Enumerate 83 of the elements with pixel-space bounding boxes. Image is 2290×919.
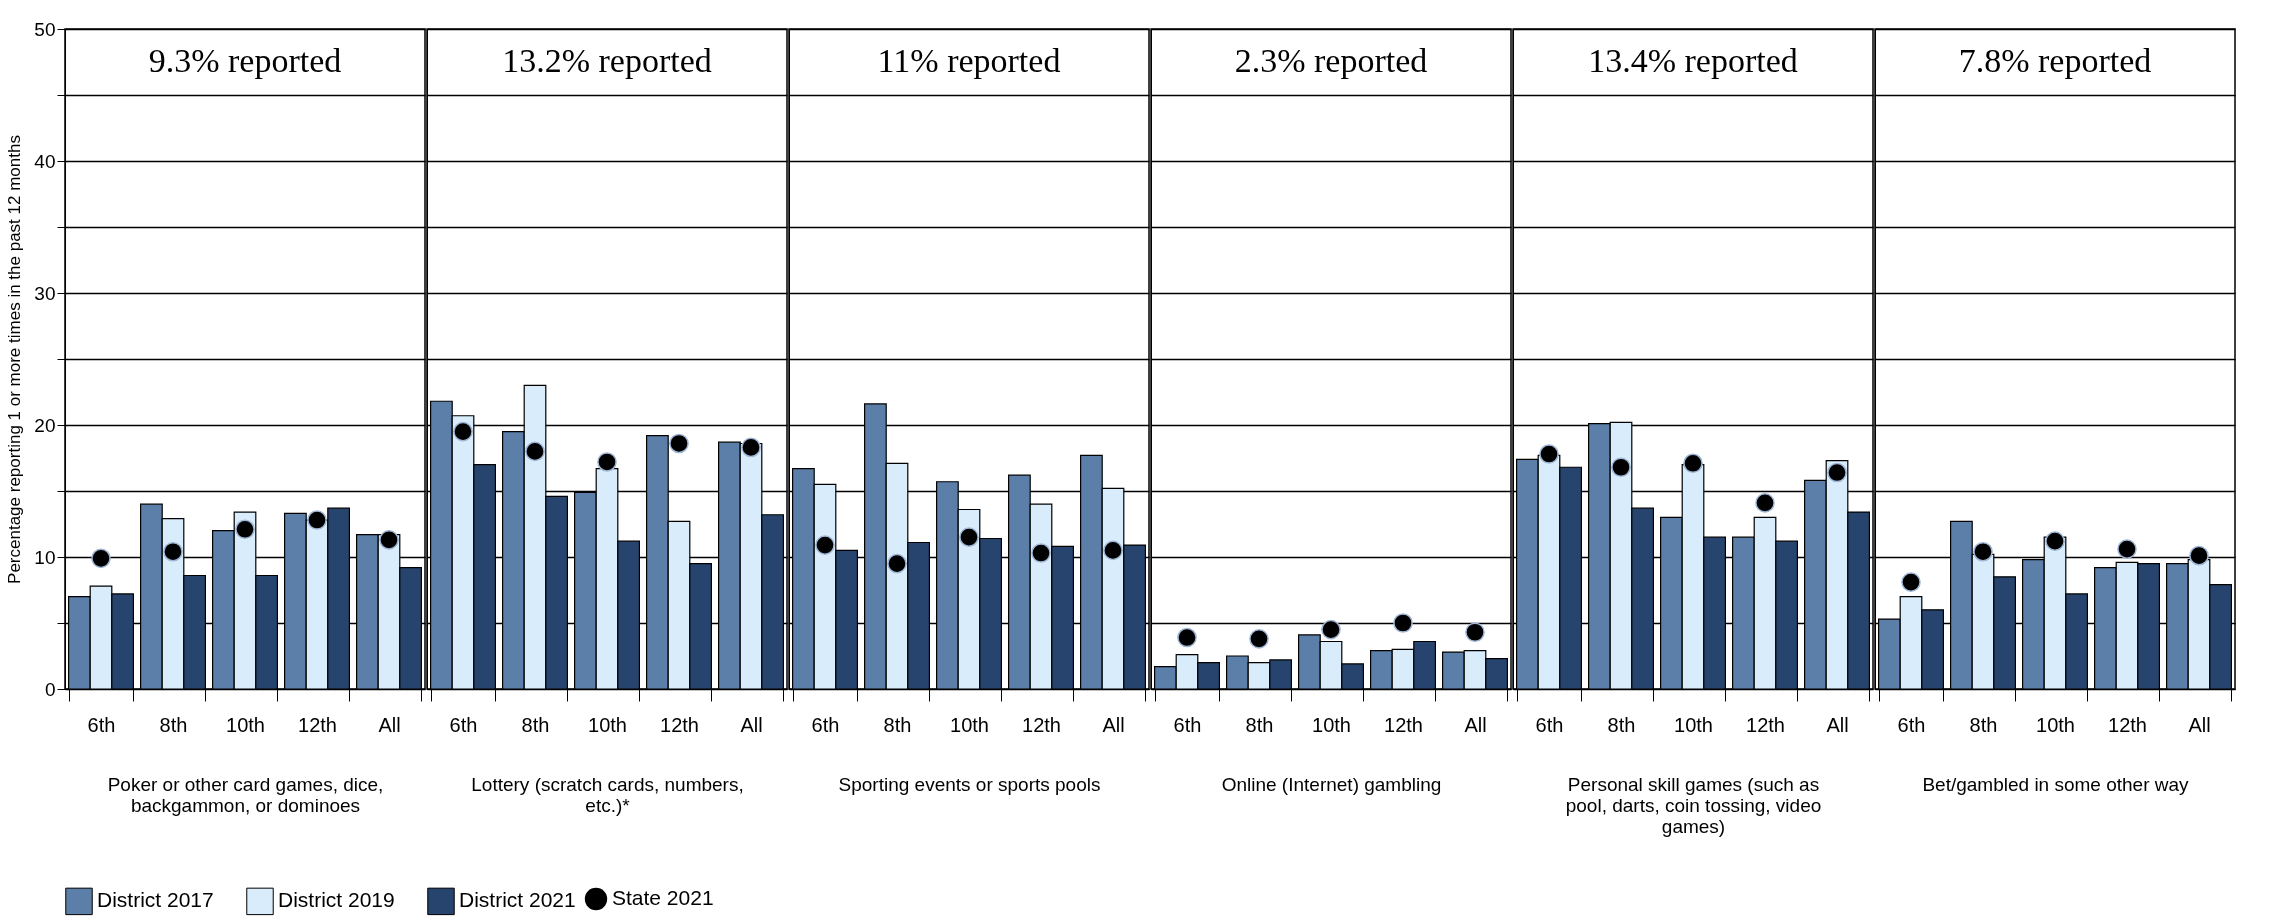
x-tick-label: 12th [298, 713, 337, 736]
point [235, 519, 255, 540]
legend-label: District 2017 [97, 888, 214, 912]
point [1031, 543, 1051, 563]
x-tick-label: 8th [521, 713, 550, 736]
x-tick-label: 12th [1746, 713, 1785, 736]
point [453, 421, 473, 442]
x-tick-label: 10th [1674, 713, 1713, 736]
y-tick-label: 50 [34, 18, 56, 40]
point [959, 527, 979, 548]
point [597, 452, 617, 472]
x-tick-label: 8th [1969, 713, 1998, 736]
point [2045, 531, 2065, 551]
point [1321, 619, 1341, 640]
x-tick-label: 6th [87, 713, 116, 736]
x-tick-label: 10th [2036, 713, 2075, 736]
point [379, 530, 399, 550]
x-axis-title: Personal skill games (such as pool, darts, coin tossing, video games) [1565, 773, 1822, 837]
point [525, 441, 545, 462]
point [1465, 622, 1485, 643]
legend-label: District 2019 [278, 888, 395, 912]
x-tick-label: 6th [1897, 713, 1926, 736]
point [1177, 627, 1197, 648]
x-tick-label: 6th [1173, 713, 1202, 736]
point [1683, 453, 1703, 474]
x-tick-label: 12th [660, 713, 699, 736]
chart-title: 11% reported [877, 42, 1061, 79]
chart-title: 13.2% reported [502, 42, 712, 79]
x-tick-label: All [740, 713, 763, 736]
x-axis-title: Bet/gambled in some other way [1922, 773, 2190, 795]
x-tick-label: 6th [1535, 713, 1564, 736]
chart-title: 13.4% reported [1588, 42, 1798, 79]
point [1103, 540, 1123, 561]
point [1611, 457, 1631, 478]
x-axis-title: Sporting events or sports pools [838, 773, 1101, 795]
x-tick-label: 10th [950, 713, 989, 736]
x-tick-label: 8th [159, 713, 188, 736]
point [1393, 613, 1413, 633]
point [2189, 545, 2209, 566]
x-axis-title: Lottery (scratch cards, numbers, etc.)* [471, 773, 744, 816]
x-tick-label: All [1826, 713, 1849, 736]
point [1901, 572, 1921, 592]
chart-title: 7.8% reported [1958, 42, 2152, 79]
x-tick-label: 12th [1384, 713, 1423, 736]
point [1539, 444, 1559, 464]
y-axis-title: Percentage reporting 1 or more times in the past 12 months [5, 135, 25, 584]
point [815, 535, 835, 555]
x-tick-label: All [2188, 713, 2211, 736]
x-tick-label: 6th [449, 713, 478, 736]
y-tick-label: 10 [34, 546, 56, 568]
y-tick-label: 20 [34, 414, 56, 436]
x-tick-label: 8th [1245, 713, 1274, 736]
point [741, 437, 761, 458]
x-tick-label: 8th [883, 713, 912, 736]
point [91, 548, 111, 569]
point [669, 433, 689, 454]
x-tick-label: 12th [1022, 713, 1061, 736]
x-tick-label: 12th [2108, 713, 2147, 736]
x-tick-label: 10th [226, 713, 265, 736]
y-tick-label: 30 [34, 282, 56, 304]
x-tick-label: 10th [1312, 713, 1351, 736]
x-tick-label: 6th [811, 713, 840, 736]
chart-title: 2.3% reported [1234, 42, 1428, 79]
legend-label: District 2021 [459, 888, 576, 912]
point [307, 510, 327, 530]
x-tick-label: All [1464, 713, 1487, 736]
point [1249, 629, 1269, 649]
point [1973, 541, 1993, 562]
point [2117, 539, 2137, 559]
x-tick-label: All [378, 713, 401, 736]
y-tick-label: 0 [44, 678, 56, 700]
point [163, 541, 183, 562]
x-axis-title: Poker or other card games, dice, backgammon, or dominoes [107, 773, 384, 816]
chart-title: 9.3% reported [148, 42, 342, 79]
point [1755, 493, 1775, 513]
x-axis-title: Online (Internet) gambling [1221, 773, 1442, 795]
legend-label: State 2021 [612, 886, 714, 909]
x-tick-label: All [1102, 713, 1125, 736]
point [887, 553, 907, 574]
x-tick-label: 8th [1607, 713, 1636, 736]
y-tick-label: 40 [34, 150, 56, 172]
point [1827, 462, 1847, 483]
x-tick-label: 10th [588, 713, 627, 736]
